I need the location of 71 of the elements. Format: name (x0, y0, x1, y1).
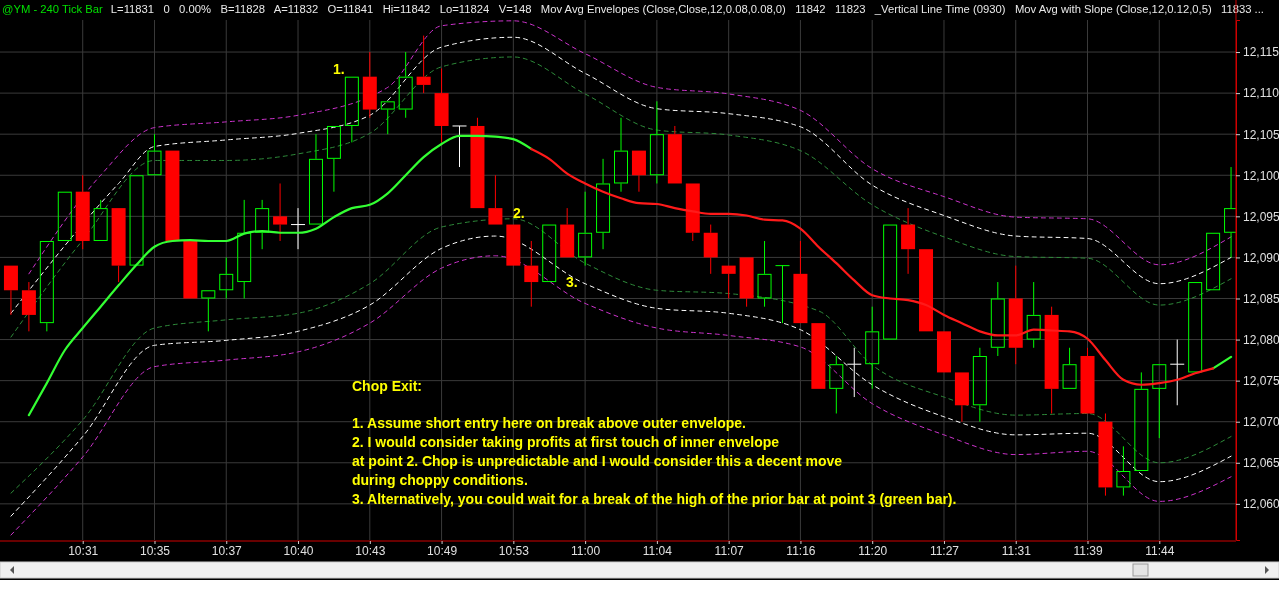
y-tick-label: 12,090 (1243, 250, 1279, 265)
candlestick (398, 51, 413, 119)
candlestick (434, 67, 449, 143)
candlestick (1098, 412, 1113, 497)
candlestick (649, 100, 664, 184)
annotation: 1. Assume short entry here on break above outer envelope. (352, 415, 746, 431)
candlestick (757, 240, 772, 308)
candlestick (990, 281, 1005, 357)
candlestick (901, 207, 916, 275)
candlestick (1044, 306, 1059, 414)
candlestick (362, 51, 377, 119)
y-tick-label: 12,095 (1243, 209, 1279, 224)
candlestick (21, 281, 36, 332)
candlestick (1116, 445, 1131, 497)
x-tick-label: 10:37 (211, 543, 243, 558)
x-tick-label: 11:04 (642, 543, 673, 558)
y-tick-label: 12,105 (1243, 127, 1279, 142)
candlestick (865, 306, 880, 390)
candlestick (1026, 281, 1041, 349)
candlestick (291, 207, 306, 250)
annotation: 2. (513, 205, 525, 221)
candlestick (614, 117, 628, 193)
x-tick-label: 10:40 (283, 543, 314, 558)
x-tick-label: 11:39 (1073, 543, 1103, 558)
candlestick (1008, 265, 1023, 365)
chart-subtitle: L=11831 0 0.00% B=11828 A=11832 O=11841 Hi=11842 Lo=11824 V=148 Mov Avg Envelopes (Close,Close,12,0.08,0.08,0) 11842 11823 _Vertical Line Time (0930) Mov Avg with Slope (Close,12,0.12,0,5) 11833 ... (110, 3, 1264, 15)
candlestick (255, 199, 270, 250)
candlestick (219, 256, 234, 299)
x-tick-label: 11:20 (858, 543, 888, 558)
x-tick-label: 11:44 (1145, 543, 1175, 558)
x-tick-label: 10:31 (68, 543, 99, 558)
candlestick (1170, 339, 1185, 406)
annotation: 3. (566, 274, 578, 290)
annotation: Chop Exit: (352, 378, 422, 394)
chart-title: @YM - 240 Tick Bar (2, 3, 104, 15)
candlestick (578, 191, 593, 267)
x-tick-label: 10:49 (427, 543, 458, 558)
x-tick-label: 10:43 (355, 543, 386, 558)
y-tick-label: 12,100 (1243, 168, 1279, 183)
candlestick (703, 224, 718, 275)
y-tick-label: 12,060 (1243, 497, 1279, 512)
line-series (530, 147, 1215, 386)
annotation: 2. I would consider taking profits at first touch of inner envelope (352, 434, 780, 450)
y-tick-label: 12,075 (1243, 373, 1279, 388)
y-tick-label: 12,085 (1243, 291, 1279, 306)
x-tick-label: 10:35 (139, 543, 171, 558)
annotation: 3. Alternatively, you could wait for a break of the high of the prior bar at point 3 (green bar). (352, 491, 957, 507)
x-tick-label: 11:07 (714, 543, 745, 558)
candlestick (847, 347, 862, 398)
annotation: 1. (333, 61, 345, 77)
line-series (28, 20, 1232, 275)
candlestick (416, 35, 431, 94)
candlestick (237, 199, 252, 299)
annotation: at point 2. Chop is unpredictable and I would consider this a decent move (352, 453, 843, 469)
candlestick (273, 182, 288, 242)
candlestick (524, 240, 539, 308)
candlestick (75, 174, 90, 250)
y-tick-label: 12,080 (1243, 332, 1279, 347)
y-tick-label: 12,110 (1243, 86, 1279, 101)
x-tick-label: 11:00 (571, 543, 601, 558)
y-tick-label: 12,115 (1243, 45, 1279, 60)
candlestick (972, 347, 987, 423)
x-tick-label: 11:27 (929, 543, 960, 558)
candlestick (596, 158, 611, 250)
x-tick-label: 11:31 (1001, 543, 1032, 558)
y-tick-label: 12,065 (1243, 456, 1279, 471)
candlestick (829, 355, 844, 414)
x-tick-label: 11:16 (786, 543, 816, 558)
annotation: during choppy conditions. (352, 472, 528, 488)
y-tick-label: 12,070 (1243, 415, 1279, 430)
x-tick-label: 10:53 (498, 543, 530, 558)
